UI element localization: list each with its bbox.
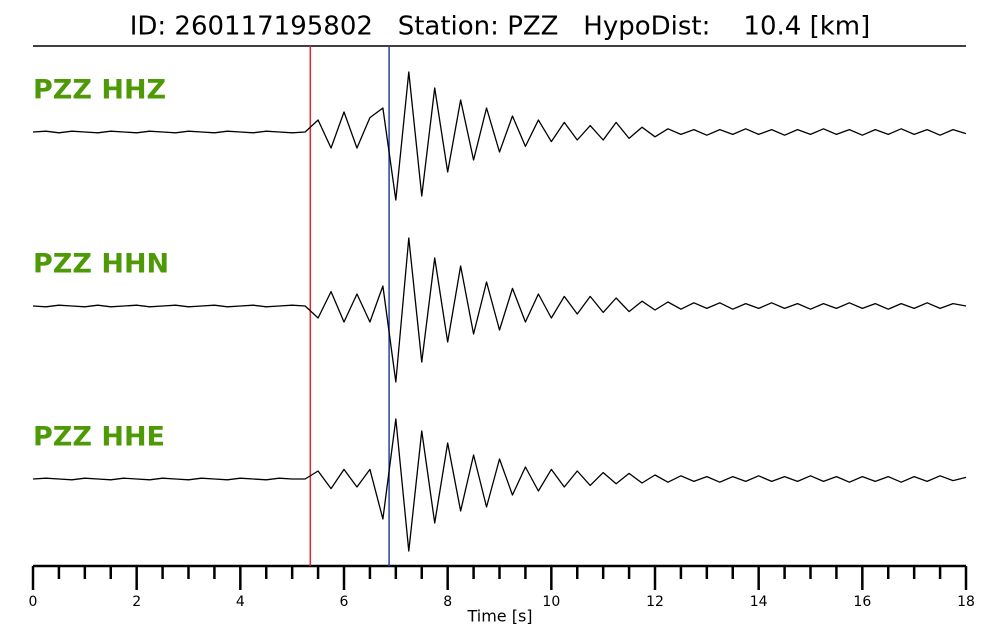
waveform <box>32 237 967 383</box>
trace-label: PZZ HHE <box>33 422 165 453</box>
waveform <box>32 71 967 201</box>
x-tick-label: 12 <box>646 594 664 610</box>
trace-label: PZZ HHZ <box>33 75 166 106</box>
x-tick-label: 14 <box>750 594 768 610</box>
x-axis-label: Time [s] <box>466 607 532 626</box>
x-tick-label: 8 <box>443 594 452 610</box>
trace-label: PZZ HHN <box>33 249 169 280</box>
x-tick-label: 6 <box>340 594 349 610</box>
chart-title: ID: 260117195802 Station: PZZ HypoDist: … <box>130 12 871 42</box>
x-tick-label: 18 <box>957 594 975 610</box>
x-tick-label: 4 <box>236 594 245 610</box>
x-tick-label: 2 <box>132 594 141 610</box>
x-tick-label: 10 <box>542 594 560 610</box>
x-tick-label: 0 <box>29 594 38 610</box>
x-tick-label: 16 <box>853 594 871 610</box>
waveform <box>32 418 967 552</box>
